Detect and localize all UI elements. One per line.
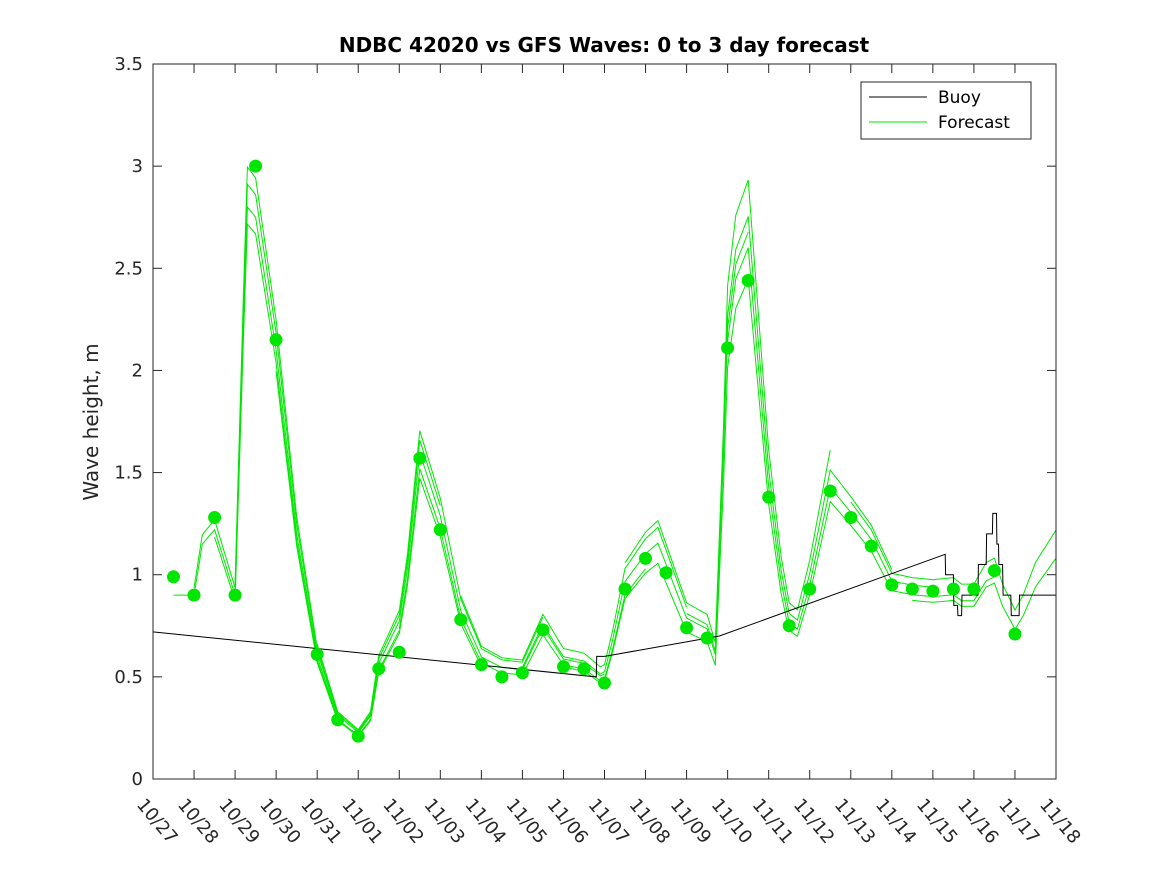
forecast-marker — [885, 578, 899, 592]
forecast-marker — [659, 566, 673, 580]
forecast-marker — [454, 613, 468, 627]
forecast-marker — [680, 621, 694, 635]
forecast-marker — [946, 582, 960, 596]
forecast-marker — [413, 451, 427, 465]
forecast-marker — [639, 551, 652, 565]
forecast-marker — [187, 588, 201, 602]
forecast-marker — [495, 670, 509, 684]
forecast-marker — [351, 729, 365, 743]
forecast-marker — [721, 341, 735, 355]
forecast-marker — [536, 623, 550, 637]
forecast-marker — [700, 631, 714, 645]
forecast-run-line — [357, 452, 605, 733]
legend-forecast-label: Forecast — [938, 113, 1010, 133]
forecast-marker — [823, 484, 837, 498]
forecast-marker — [515, 666, 529, 680]
marker-layer — [167, 159, 1022, 743]
forecast-run-line — [460, 526, 688, 668]
forecast-marker — [474, 658, 488, 672]
y-axis-label: Wave height, m — [79, 343, 103, 500]
forecast-marker — [1008, 627, 1022, 641]
forecast-marker — [208, 511, 222, 524]
forecast-marker — [803, 582, 817, 596]
forecast-marker — [249, 159, 263, 173]
y-tick-label: 1 — [132, 565, 143, 586]
forecast-run-line — [173, 205, 339, 718]
forecast-marker — [269, 333, 283, 347]
forecast-marker — [844, 511, 858, 524]
y-tick-label: 3 — [132, 156, 143, 177]
forecast-marker — [618, 582, 632, 596]
forecast-marker — [433, 523, 447, 537]
legend-box — [860, 81, 1032, 140]
y-tick-label: 3.5 — [114, 54, 143, 75]
forecast-marker — [331, 713, 345, 727]
plot-area — [153, 64, 1056, 779]
forecast-run-line — [686, 216, 893, 652]
forecast-marker — [392, 645, 406, 659]
legend: Buoy Forecast — [860, 81, 1032, 140]
forecast-marker — [762, 490, 776, 504]
y-tick-label: 2 — [132, 360, 143, 381]
forecast-marker — [372, 662, 386, 676]
forecast-marker — [598, 676, 611, 690]
forecast-marker — [310, 647, 324, 661]
forecast-marker — [577, 662, 591, 676]
y-tick-label: 2.5 — [114, 258, 143, 279]
y-tick-label: 1.5 — [114, 463, 143, 484]
forecast-marker — [167, 570, 180, 584]
forecast-marker — [905, 582, 919, 596]
forecast-marker — [741, 274, 755, 287]
y-tick-label: 0.5 — [114, 667, 143, 688]
forecast-run-line — [316, 430, 544, 731]
forecast-marker — [782, 619, 796, 633]
legend-buoy-label: Buoy — [938, 88, 981, 108]
forecast-run-line — [193, 182, 380, 734]
y-tick-label: 0 — [132, 769, 143, 790]
forecast-marker — [926, 584, 940, 598]
chart-title: NDBC 42020 vs GFS Waves: 0 to 3 day fore… — [339, 33, 870, 57]
forecast-run-line — [214, 222, 400, 737]
forecast-marker — [987, 564, 1001, 578]
forecast-marker — [864, 539, 878, 553]
forecast-marker — [967, 582, 981, 596]
buoy-line — [152, 512, 1056, 678]
forecast-marker — [228, 588, 242, 602]
forecast-marker — [557, 660, 570, 674]
